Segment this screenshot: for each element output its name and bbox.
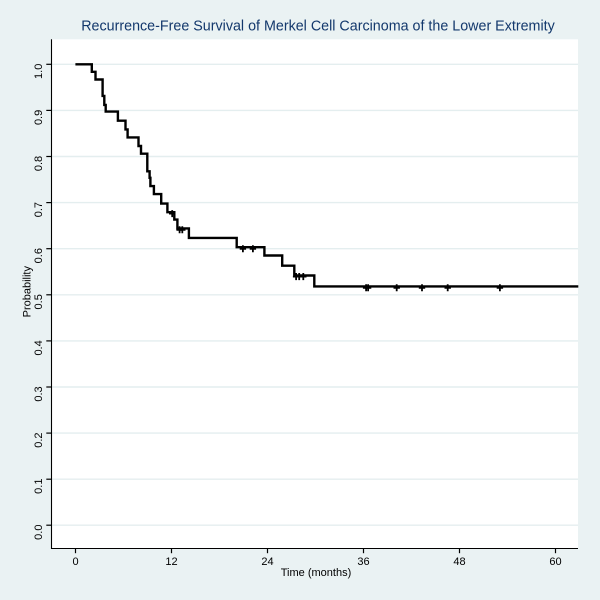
svg-text:Time (months): Time (months): [281, 567, 352, 579]
svg-text:Recurrence-Free Survival of Me: Recurrence-Free Survival of Merkel Cell …: [81, 19, 555, 35]
svg-text:0.9: 0.9: [33, 110, 45, 125]
svg-text:0.1: 0.1: [33, 479, 45, 494]
svg-text:0.7: 0.7: [33, 202, 45, 217]
svg-text:1.0: 1.0: [33, 64, 45, 79]
svg-text:0.0: 0.0: [33, 525, 45, 540]
svg-text:0: 0: [72, 556, 78, 568]
svg-text:36: 36: [357, 556, 369, 568]
svg-text:12: 12: [165, 556, 177, 568]
svg-text:0.3: 0.3: [33, 386, 45, 401]
svg-text:0.8: 0.8: [33, 156, 45, 171]
svg-text:Probability: Probability: [22, 266, 34, 318]
svg-text:0.5: 0.5: [33, 294, 45, 309]
svg-text:60: 60: [549, 556, 561, 568]
svg-text:0.4: 0.4: [33, 340, 45, 355]
svg-text:24: 24: [261, 556, 273, 568]
svg-text:48: 48: [453, 556, 465, 568]
svg-text:0.2: 0.2: [33, 432, 45, 447]
svg-text:0.6: 0.6: [33, 248, 45, 263]
